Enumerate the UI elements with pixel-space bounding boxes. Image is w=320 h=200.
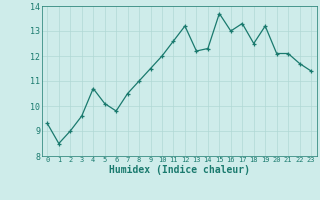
X-axis label: Humidex (Indice chaleur): Humidex (Indice chaleur) bbox=[109, 165, 250, 175]
